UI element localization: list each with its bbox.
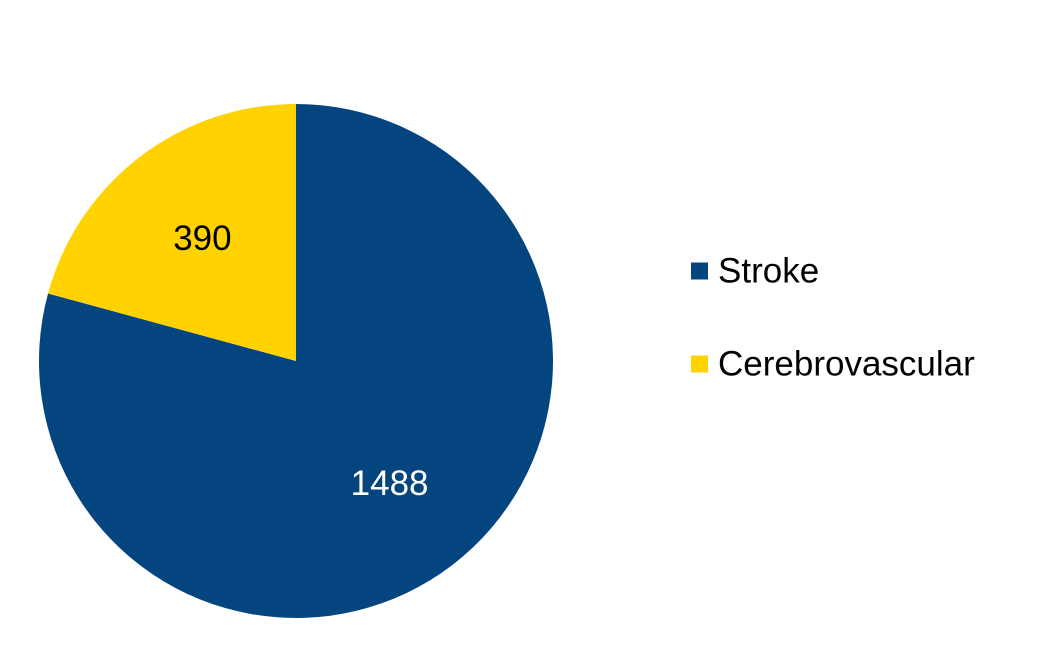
- legend-swatch-cerebrovascular: [691, 355, 708, 373]
- pie-slice-cerebrovascular: [48, 104, 296, 361]
- pie-data-labels: 1488 390: [173, 219, 428, 503]
- legend: Stroke Cerebrovascular: [691, 252, 975, 384]
- pie-slice-stroke: [39, 104, 554, 618]
- data-label-cerebrovascular: 390: [173, 219, 231, 258]
- legend-label-stroke: Stroke: [718, 252, 819, 291]
- data-label-stroke: 1488: [351, 464, 429, 503]
- legend-label-cerebrovascular: Cerebrovascular: [718, 345, 975, 384]
- legend-swatch-stroke: [691, 262, 708, 280]
- pie-slices: [39, 104, 554, 618]
